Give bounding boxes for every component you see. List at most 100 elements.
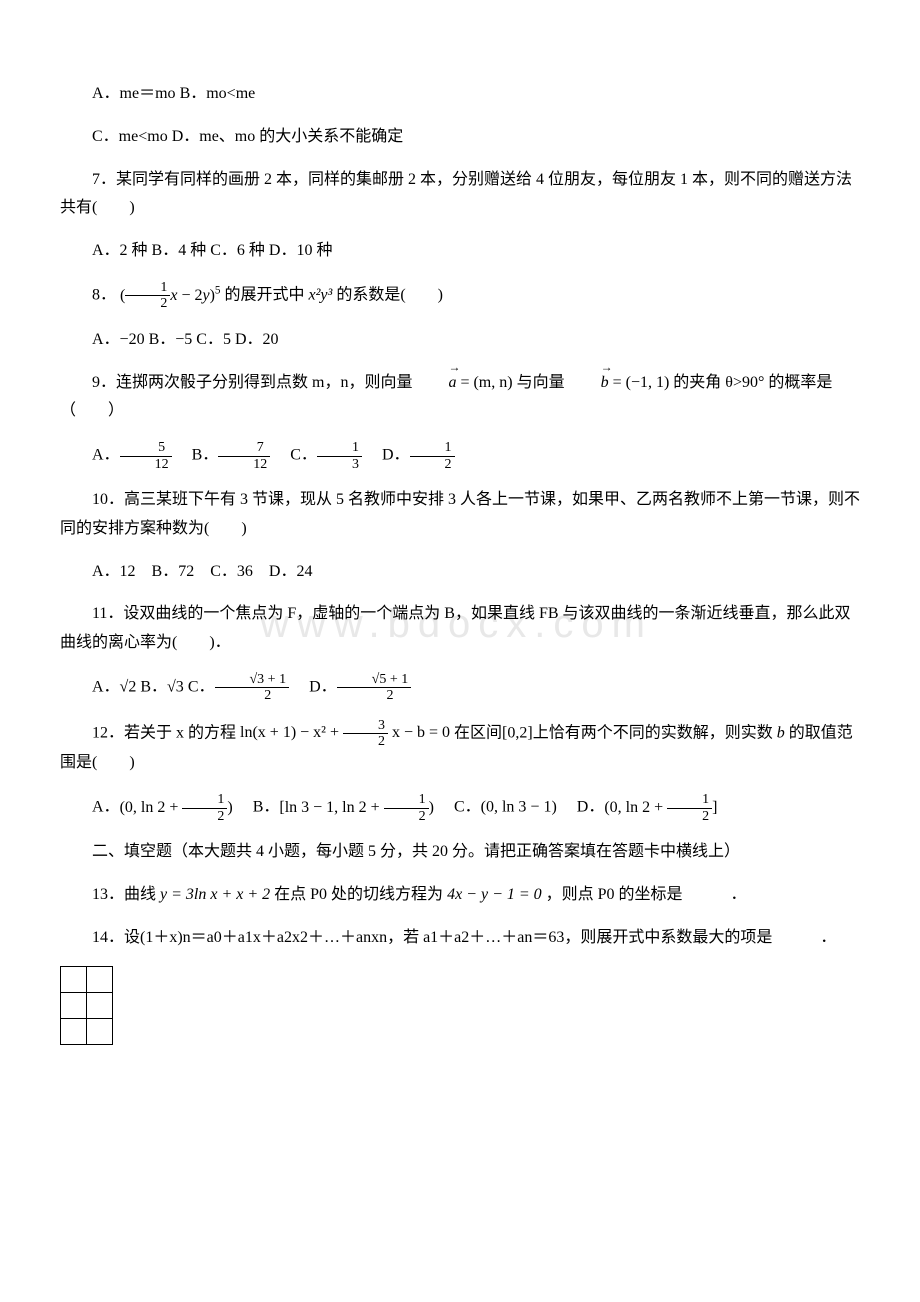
- table-cell: [61, 1019, 87, 1045]
- q12-prefix: 12．若关于 x 的方程: [92, 724, 240, 741]
- q9-vec-a-sym: a: [416, 369, 456, 398]
- small-grid-table: [60, 966, 113, 1045]
- q7-opts: A．2 种 B．4 种 C．6 种 D．10 种: [60, 237, 860, 266]
- q9-vec-a-val: = (m, n): [456, 374, 512, 391]
- q9-optB-num: 7: [218, 440, 270, 456]
- q8-prefix: 8．: [92, 287, 116, 304]
- q12-optA-r: ): [227, 799, 232, 816]
- q9-vec-b-sym: b: [569, 369, 609, 398]
- q9-optA-frac: 512: [120, 440, 172, 472]
- q11-opts: A．√2 B．√3 C．√3 + 12 D．√5 + 1 2: [60, 672, 860, 704]
- q6-line2: C．me<mo D．me、mo 的大小关系不能确定: [60, 123, 860, 152]
- q6-optD: D．me、mo 的大小关系不能确定: [172, 128, 404, 145]
- q12-eq-num: 3: [343, 718, 388, 734]
- table-cell: [61, 967, 87, 993]
- q9-optC-num: 1: [317, 440, 362, 456]
- table-cell: [87, 1019, 113, 1045]
- q12-opts: A．(0, ln 2 + 12) B．[ln 3 − 1, ln 2 + 12)…: [60, 792, 860, 824]
- q12-optD-label: D．: [561, 799, 605, 816]
- q12-optA-label: A．: [92, 799, 120, 816]
- q12-mid: 在区间[0,2]上恰有两个不同的实数解，则实数: [454, 724, 777, 741]
- q9-optB-label: B．: [176, 447, 219, 464]
- q9-optA-num: 5: [120, 440, 172, 456]
- q12-optA-den: 2: [182, 809, 227, 824]
- q9-vecb: b = (−1, 1): [569, 374, 670, 391]
- q8-y: y: [202, 287, 209, 304]
- q8-stem: 8． (12x − 2y)5 的展开式中 x²y³ 的系数是( ): [60, 280, 860, 312]
- q9-mid: 与向量: [517, 374, 569, 391]
- q8-opts: A．−20 B．−5 C．5 D．20: [60, 326, 860, 355]
- q6-optC: C．me<mo: [92, 128, 168, 145]
- q10-stem: 10．高三某班下午有 3 节课，现从 5 名教师中安排 3 人各上一节课，如果甲…: [60, 486, 860, 544]
- q9-veca: a = (m, n): [416, 374, 512, 391]
- q12-optD: (0, ln 2 + 12]: [604, 799, 717, 816]
- q11-stem: 11．设双曲线的一个焦点为 F，虚轴的一个端点为 B，如果直线 FB 与该双曲线…: [60, 600, 860, 658]
- q12-eq-p2: x − b = 0: [388, 724, 450, 741]
- q9-prefix: 9．连掷两次骰子分别得到点数 m，n，则向量: [92, 374, 416, 391]
- q12-optC: (0, ln 3 − 1): [481, 799, 557, 816]
- q12-optD-frac: 12: [667, 792, 712, 824]
- q7-stem: 7．某同学有同样的画册 2 本，同样的集邮册 2 本，分别赠送给 4 位朋友，每…: [60, 166, 860, 224]
- table-cell: [61, 993, 87, 1019]
- q12-optB-r: ): [429, 799, 434, 816]
- q12-optB-den: 2: [384, 809, 429, 824]
- q9-optC-frac: 13: [317, 440, 362, 472]
- q9-optD-den: 2: [410, 457, 455, 472]
- section2-header: 二、填空题（本大题共 4 小题，每小题 5 分，共 20 分。请把正确答案填在答…: [60, 838, 860, 867]
- q9-optA-den: 12: [120, 457, 172, 472]
- table-cell: [87, 967, 113, 993]
- q12-stem: 12．若关于 x 的方程 ln(x + 1) − x² + 32 x − b =…: [60, 718, 860, 779]
- q13-prefix: 13．曲线: [92, 886, 160, 903]
- q11-optC-den: 2: [215, 688, 290, 703]
- q6-optB: B．mo<me: [180, 85, 256, 102]
- table-row: [61, 967, 113, 993]
- q8-minus: − 2: [177, 287, 202, 304]
- q6-optA: A．me＝mo: [92, 85, 176, 102]
- q8-suffix: 的系数是( ): [336, 287, 443, 304]
- q12-optB: [ln 3 − 1, ln 2 + 12): [279, 799, 434, 816]
- q14-stem: 14．设(1＋x)n＝a0＋a1x＋a2x2＋…＋anxn，若 a1＋a2＋…＋…: [60, 924, 860, 953]
- table-row: [61, 1019, 113, 1045]
- q12-optC-label: C．: [438, 799, 481, 816]
- q12-eq: ln(x + 1) − x² + 32 x − b = 0: [240, 724, 450, 741]
- q9-optA-label: A．: [92, 447, 120, 464]
- q10-opts: A．12 B．72 C．36 D．24: [60, 558, 860, 587]
- q11-optC-frac: √3 + 12: [215, 672, 290, 704]
- q9-optD-frac: 12: [410, 440, 455, 472]
- q12-optD-r: ]: [712, 799, 717, 816]
- q9-optD-num: 1: [410, 440, 455, 456]
- table-cell: [87, 993, 113, 1019]
- q9-opts: A．512 B．712 C．13 D．12: [60, 440, 860, 472]
- q12-optD-l: (0, ln 2 +: [604, 799, 667, 816]
- q13-eq2: 4x − y − 1 = 0: [447, 886, 542, 903]
- q9-optC-den: 3: [317, 457, 362, 472]
- q12-optD-den: 2: [667, 809, 712, 824]
- q13-suffix: ，则点 P0 的坐标是 ．: [546, 886, 747, 903]
- q11-optB: B．√3: [140, 678, 183, 695]
- q12-eq-den: 2: [343, 734, 388, 749]
- q11-optD-label: D．: [293, 678, 337, 695]
- q12-optA-num: 1: [182, 792, 227, 808]
- table-row: [61, 993, 113, 1019]
- q12-eq-p1: ln(x + 1) − x² +: [240, 724, 343, 741]
- q12-optB-l: [ln 3 − 1, ln 2 +: [279, 799, 383, 816]
- q11-optC-num: √3 + 1: [215, 672, 290, 688]
- q11-optD-num: √5 + 1: [337, 672, 412, 688]
- q8-mid: 的展开式中: [225, 287, 309, 304]
- q9-optD-label: D．: [366, 447, 410, 464]
- q8-frac-num: 1: [125, 280, 170, 296]
- q8-term: x²y³: [309, 287, 333, 304]
- q12-optA-l: (0, ln 2 +: [120, 799, 183, 816]
- q12-optB-frac: 12: [384, 792, 429, 824]
- q12-optA: (0, ln 2 + 12): [120, 799, 233, 816]
- q12-var-b: b: [777, 724, 785, 741]
- q13-stem: 13．曲线 y = 3ln x + x + 2 在点 P0 处的切线方程为 4x…: [60, 881, 860, 910]
- q13-mid1: 在点 P0 处的切线方程为: [274, 886, 447, 903]
- q9-optC-label: C．: [274, 447, 317, 464]
- q11-optA: A．√2: [92, 678, 136, 695]
- q6-line1: A．me＝mo B．mo<me: [60, 80, 860, 109]
- q9-stem: 9．连掷两次骰子分别得到点数 m，n，则向量 a = (m, n) 与向量 b …: [60, 369, 860, 427]
- q11-optC-label: C．: [188, 678, 215, 695]
- q8-expr: (12x − 2y)5: [120, 287, 221, 304]
- q8-frac-den: 2: [125, 296, 170, 311]
